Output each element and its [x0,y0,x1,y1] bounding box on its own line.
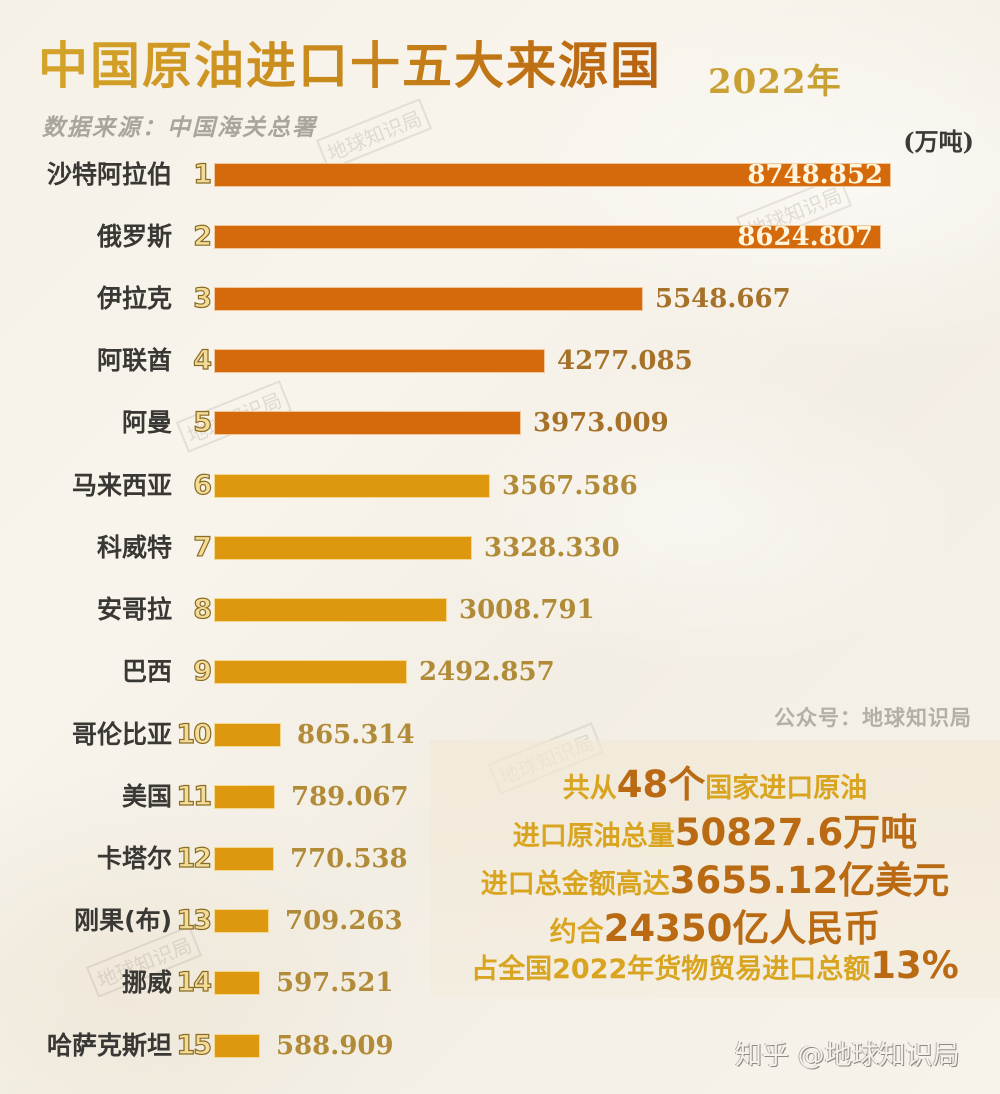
rank-number: 4 [193,344,213,376]
summary-line-volume: 进口原油总量50827.6万吨 [512,811,918,854]
data-bar [214,287,643,311]
rank-number: 2 [193,220,213,252]
data-bar [214,723,281,747]
value-label: 5548.667 [655,284,791,314]
value-label: 4277.085 [557,346,693,376]
chart-row: 安哥拉 8 3008.791 [0,590,1000,630]
rank-number: 15 [176,1029,213,1061]
value-label: 3567.586 [502,471,638,501]
country-label: 伊拉克 [96,284,172,313]
chart-year: 2022年 [708,62,842,102]
data-bar [214,225,881,249]
rank-number: 10 [176,718,213,750]
value-label: 597.521 [276,968,394,998]
chart-row: 科威特 7 3328.330 [0,528,1000,568]
data-bar [214,909,269,933]
country-label: 哈萨克斯坦 [46,1031,172,1060]
chart-title: 中国原油进口十五大来源国 [38,36,662,95]
chart-row: 美国 11 789.067 [0,777,1000,817]
value-label: 3328.330 [484,533,620,563]
value-label: 3008.791 [459,595,595,625]
rank-number: 3 [193,282,213,314]
data-bar [214,349,545,373]
chart-row: 哥伦比亚 10 865.314 [0,715,1000,755]
data-bar [214,785,275,809]
chart-row: 俄罗斯 2 8624.807 [0,217,1000,257]
chart-row: 阿曼 5 3973.009 [0,403,1000,443]
chart-row: 巴西 9 2492.857 [0,652,1000,692]
country-label: 俄罗斯 [96,222,172,251]
summary-line-countries: 共从48个国家进口原油 [562,763,868,806]
value-label: 2492.857 [419,657,555,687]
summary-box: 共从48个国家进口原油 进口原油总量50827.6万吨 进口总金额高达3655.… [430,740,1000,998]
chart-row: 卡塔尔 12 770.538 [0,839,1000,879]
value-label: 8624.807 [737,222,873,252]
country-label: 巴西 [121,657,172,686]
data-bar [214,847,274,871]
public-account-label: 公众号：地球知识局 [774,706,972,730]
chart-row: 哈萨克斯坦 15 588.909 [0,1026,1000,1066]
data-bar [214,474,490,498]
country-label: 科威特 [96,533,172,562]
rank-number: 7 [193,531,213,563]
country-label: 马来西亚 [71,471,172,500]
data-bar [214,660,407,684]
rank-number: 14 [176,966,213,998]
value-label: 588.909 [276,1031,394,1061]
country-label: 哥伦比亚 [71,720,172,749]
value-label: 8748.852 [747,160,883,190]
chart-row: 沙特阿拉伯 1 8748.852 [0,155,1000,195]
chart-row: 挪威 14 597.521 [0,963,1000,1003]
rank-number: 11 [176,780,213,812]
rank-number: 1 [193,158,213,190]
value-label: 865.314 [297,720,415,750]
country-label: 阿联酋 [96,346,172,375]
country-label: 卡塔尔 [96,844,172,873]
summary-line-share: 占全国2022年货物贸易进口总额13% [471,944,959,987]
value-label: 770.538 [290,844,408,874]
rank-number: 12 [176,842,213,874]
data-bar [214,598,447,622]
summary-line-usd: 进口总金额高达3655.12亿美元 [480,859,950,902]
rank-number: 5 [193,406,213,438]
chart-row: 刚果(布) 13 709.263 [0,901,1000,941]
country-label: 沙特阿拉伯 [46,160,172,189]
data-bar [214,1034,260,1058]
country-label: 阿曼 [121,408,172,437]
data-bar [214,971,260,995]
rank-number: 6 [193,469,213,501]
country-label: 刚果(布) [74,906,172,935]
rank-number: 9 [193,655,213,687]
rank-number: 8 [193,593,213,625]
country-label: 美国 [121,782,172,811]
chart-row: 马来西亚 6 3567.586 [0,466,1000,506]
value-label: 709.263 [285,906,403,936]
value-label: 3973.009 [533,408,669,438]
data-bar [214,411,521,435]
summary-line-rmb: 约合24350亿人民币 [549,907,881,950]
data-source: 数据来源：中国海关总署 [42,115,317,141]
data-bar [214,536,472,560]
chart-row: 伊拉克 3 5548.667 [0,279,1000,319]
chart-row: 阿联酋 4 4277.085 [0,341,1000,381]
data-bar [214,163,891,187]
zhihu-watermark: 知乎 @地球知识局 [735,1040,960,1071]
country-label: 安哥拉 [96,595,172,624]
country-label: 挪威 [121,968,172,997]
value-label: 789.067 [291,782,409,812]
unit-label: (万吨) [903,127,974,156]
rank-number: 13 [176,904,213,936]
